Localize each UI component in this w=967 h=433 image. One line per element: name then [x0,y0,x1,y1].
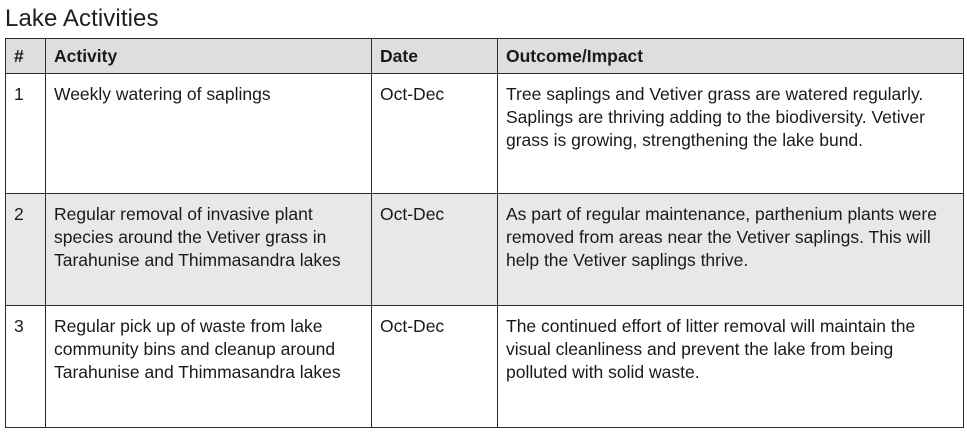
row-outcome: Tree saplings and Vetiver grass are wate… [497,73,964,194]
table-row: 2 Regular removal of invasive plant spec… [5,193,964,306]
row-activity: Regular pick up of waste from lake commu… [45,305,372,428]
table-header-row: # Activity Date Outcome/Impact [5,38,964,74]
header-date: Date [371,38,498,74]
lake-activities-table: # Activity Date Outcome/Impact 1 Weekly … [5,38,964,428]
header-outcome: Outcome/Impact [497,38,964,74]
row-activity: Regular removal of invasive plant specie… [45,193,372,306]
table-row: 3 Regular pick up of waste from lake com… [5,305,964,428]
table-row: 1 Weekly watering of saplings Oct-Dec Tr… [5,73,964,194]
row-number: 2 [5,193,46,306]
header-activity: Activity [45,38,372,74]
row-number: 3 [5,305,46,428]
header-number: # [5,38,46,74]
row-number: 1 [5,73,46,194]
row-date: Oct-Dec [371,73,498,194]
row-outcome: The continued effort of litter removal w… [497,305,964,428]
row-outcome: As part of regular maintenance, partheni… [497,193,964,306]
row-date: Oct-Dec [371,305,498,428]
row-activity: Weekly watering of saplings [45,73,372,194]
row-date: Oct-Dec [371,193,498,306]
page-title: Lake Activities [5,5,159,32]
